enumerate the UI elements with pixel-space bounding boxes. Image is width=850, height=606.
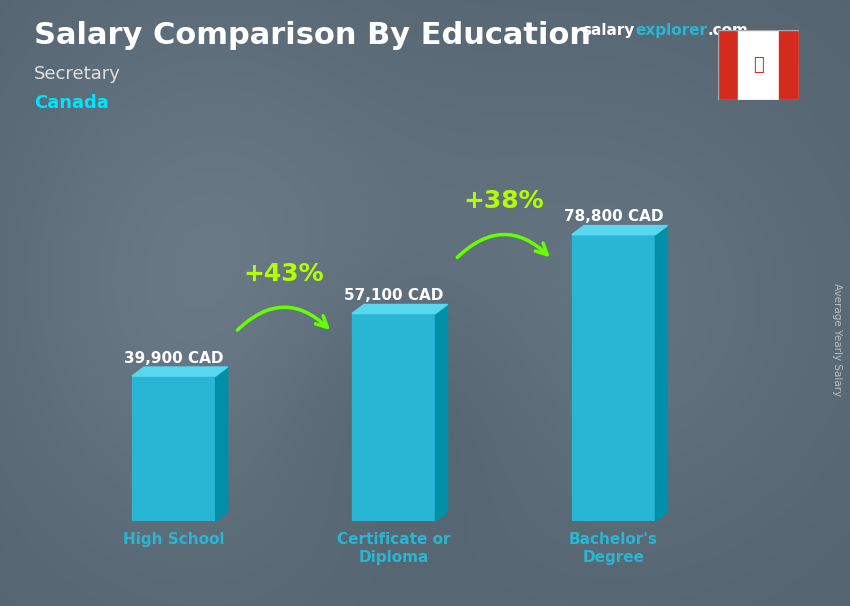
Text: 🍁: 🍁 (753, 56, 764, 74)
Bar (779, 30, 799, 100)
Bar (572, 235, 655, 521)
Text: 57,100 CAD: 57,100 CAD (344, 288, 444, 304)
Bar (132, 376, 216, 521)
Polygon shape (216, 367, 228, 521)
Bar (718, 30, 739, 100)
Polygon shape (655, 225, 667, 521)
Text: salary: salary (582, 23, 635, 38)
Text: +43%: +43% (243, 262, 324, 286)
Text: Secretary: Secretary (34, 65, 121, 84)
Bar (739, 30, 779, 100)
Polygon shape (352, 304, 448, 313)
Polygon shape (572, 225, 667, 235)
Polygon shape (132, 367, 228, 376)
Text: .com: .com (707, 23, 748, 38)
Bar (352, 313, 435, 521)
Text: explorer: explorer (636, 23, 708, 38)
Text: +38%: +38% (463, 189, 544, 213)
Text: Canada: Canada (34, 94, 109, 112)
Text: 78,800 CAD: 78,800 CAD (564, 210, 663, 224)
Polygon shape (435, 304, 448, 521)
Text: Average Yearly Salary: Average Yearly Salary (832, 283, 842, 396)
Text: Salary Comparison By Education: Salary Comparison By Education (34, 21, 591, 50)
Text: 39,900 CAD: 39,900 CAD (124, 351, 224, 366)
